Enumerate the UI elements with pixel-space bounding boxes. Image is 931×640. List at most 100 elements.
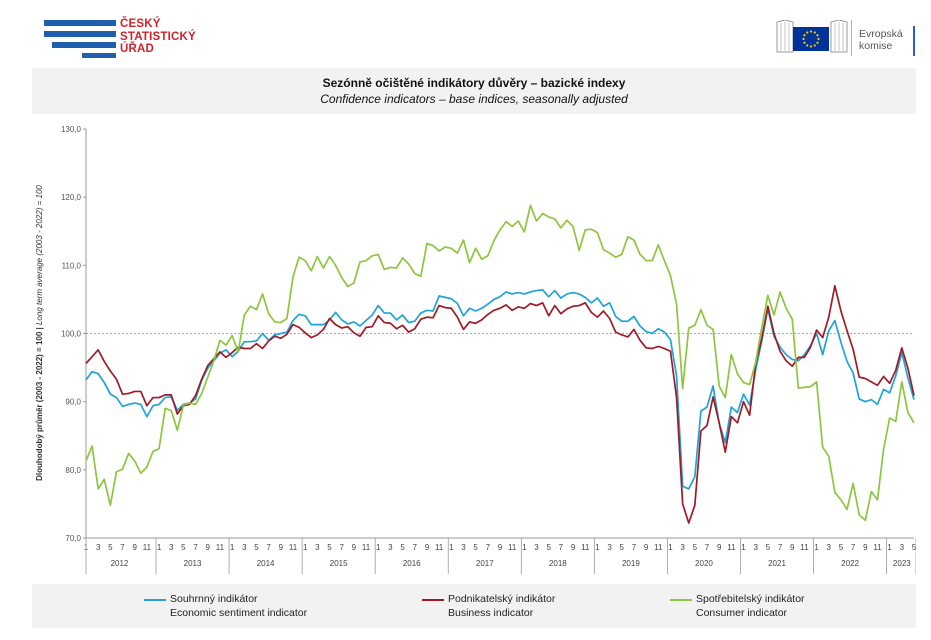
- x-year-label: 2018: [549, 559, 567, 568]
- series-line-economic: [85, 289, 915, 490]
- legend-label-en: Consumer indicator: [696, 607, 788, 619]
- series-line-consumer: [85, 204, 915, 522]
- x-tick-label: 11: [508, 543, 517, 552]
- ec-logo-line1: Evropská: [859, 28, 903, 40]
- x-tick-label: 11: [216, 543, 225, 552]
- x-tick-label: 1: [814, 543, 819, 552]
- x-tick-label: 9: [717, 543, 722, 552]
- x-tick-label: 5: [181, 543, 186, 552]
- y-tick-label: 80,0: [65, 466, 81, 475]
- x-year-label: 2021: [768, 559, 786, 568]
- x-tick-label: 5: [839, 543, 844, 552]
- x-tick-label: 5: [766, 543, 771, 552]
- x-year-label: 2012: [111, 559, 129, 568]
- x-tick-label: 9: [132, 543, 137, 552]
- x-year-label: 2022: [841, 559, 859, 568]
- x-tick-label: 11: [362, 543, 371, 552]
- x-tick-label: 7: [193, 543, 198, 552]
- x-tick-label: 9: [644, 543, 649, 552]
- x-tick-label: 7: [413, 543, 418, 552]
- ec-logo-line2: komise: [859, 40, 893, 52]
- chart-title: Sezónně očištěné indikátory důvěry – baz…: [322, 76, 626, 90]
- x-tick-label: 11: [581, 543, 590, 552]
- y-tick-label: 90,0: [65, 398, 81, 407]
- x-tick-label: 3: [900, 543, 905, 552]
- x-year-label: 2023: [893, 559, 911, 568]
- x-tick-label: 3: [753, 543, 758, 552]
- x-tick-label: 9: [790, 543, 795, 552]
- x-tick-label: 9: [498, 543, 503, 552]
- line-chart: 70,0 80,0 90,0 100,0 110,0 120,0 130,0 Dlouhodo…: [35, 125, 916, 574]
- czso-logo-bar: [44, 20, 116, 26]
- y-tick-label: 130,0: [61, 125, 82, 134]
- x-tick-label: 5: [254, 543, 259, 552]
- x-tick-label: 3: [534, 543, 539, 552]
- legend-label-economic: Souhrnný indikátor Economic sentiment in…: [170, 592, 307, 620]
- legend-swatch-consumer: [670, 599, 692, 601]
- chart-title-box: Sezónně očištěné indikátory důvěry – baz…: [32, 68, 916, 114]
- x-tick-label: 5: [108, 543, 113, 552]
- x-tick-label: 5: [912, 543, 916, 552]
- x-tick-label: 9: [571, 543, 576, 552]
- x-tick-label: 9: [206, 543, 211, 552]
- x-tick-label: 3: [169, 543, 174, 552]
- x-tick-label: 11: [143, 543, 152, 552]
- czso-logo-bar: [44, 31, 116, 37]
- x-year-label: 2019: [622, 559, 640, 568]
- legend-swatch-business: [422, 599, 444, 601]
- x-tick-label: 3: [461, 543, 466, 552]
- y-axis-title-bold: Dlouhodobý průměr (2003 - 2022) = 100 |: [35, 325, 44, 481]
- x-tick-label: 11: [873, 543, 882, 552]
- ec-building-icon: [776, 20, 794, 53]
- x-tick-label: 7: [778, 543, 783, 552]
- x-year-label: 2015: [330, 559, 348, 568]
- legend: Souhrnný indikátor Economic sentiment in…: [32, 584, 916, 628]
- x-tick-label: 11: [435, 543, 444, 552]
- x-tick-label: 5: [620, 543, 625, 552]
- x-tick-label: 3: [96, 543, 101, 552]
- x-tick-label: 7: [632, 543, 637, 552]
- x-tick-label: 5: [693, 543, 698, 552]
- x-year-label: 2013: [184, 559, 202, 568]
- x-tick-label: 3: [388, 543, 393, 552]
- x-tick-label: 7: [266, 543, 271, 552]
- x-year-label: 2017: [476, 559, 494, 568]
- y-tick-label: 120,0: [61, 193, 82, 202]
- y-tick-label: 100,0: [61, 330, 82, 339]
- czso-logo-line3: ÚŘAD: [120, 43, 155, 55]
- legend-label-consumer: Spotřebitelský indikátor Consumer indica…: [696, 592, 805, 620]
- x-tick-label: 7: [120, 543, 125, 552]
- chart-subtitle: Confidence indicators – base indices, se…: [320, 92, 628, 106]
- x-tick-label: 7: [559, 543, 564, 552]
- x-tick-label: 11: [727, 543, 736, 552]
- y-tick-label: 110,0: [62, 261, 82, 270]
- x-tick-label: 1: [887, 543, 892, 552]
- czso-logo: ČESKÝ STATISTICKÝ ÚŘAD: [44, 18, 214, 60]
- x-tick-label: 9: [279, 543, 284, 552]
- ec-logo-separator: [851, 20, 852, 56]
- x-tick-label: 5: [327, 543, 332, 552]
- x-tick-label: 5: [473, 543, 478, 552]
- x-tick-label: 1: [522, 543, 527, 552]
- x-tick-label: 11: [289, 543, 298, 552]
- x-year-label: 2020: [695, 559, 713, 568]
- y-axis-title-italic: Long term average (2003 - 2022) = 100: [35, 185, 44, 325]
- x-tick-label: 3: [607, 543, 612, 552]
- x-tick-label: 9: [352, 543, 357, 552]
- x-tick-label: 1: [741, 543, 746, 552]
- x-year-label: 2014: [257, 559, 275, 568]
- x-tick-label: 3: [827, 543, 832, 552]
- x-tick-label: 1: [157, 543, 162, 552]
- czso-logo-bar: [82, 53, 116, 58]
- x-tick-label: 9: [425, 543, 430, 552]
- czso-logo-bar: [52, 42, 116, 48]
- ec-logo-accent: [913, 26, 915, 56]
- x-year-label: 2016: [403, 559, 421, 568]
- x-tick-label: 3: [242, 543, 247, 552]
- x-tick-label: 5: [400, 543, 405, 552]
- x-tick-label: 11: [654, 543, 663, 552]
- x-tick-label: 1: [376, 543, 381, 552]
- y-axis-title: Dlouhodobý průměr (2003 - 2022) = 100 | …: [35, 185, 44, 481]
- y-tick-label: 70,0: [65, 534, 81, 543]
- czso-logo-line2: STATISTICKÝ: [120, 30, 196, 43]
